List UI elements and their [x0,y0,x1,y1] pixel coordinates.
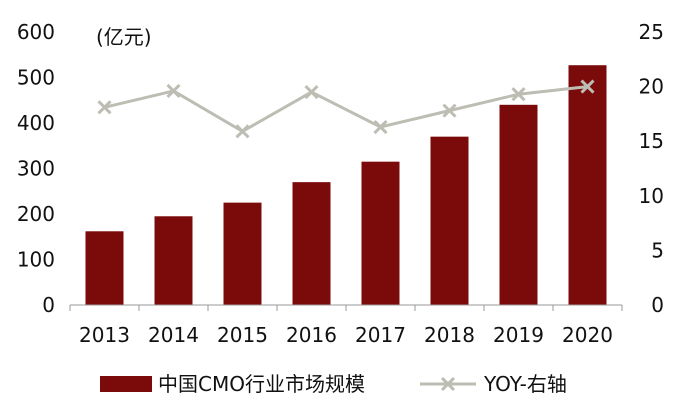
right-axis-ticks: 0 5 10 15 20 25 [639,20,664,317]
right-tick-label: 0 [651,293,664,317]
yoy-marker-stroke [304,84,319,100]
yoy-line [104,85,588,133]
right-tick-label: 15 [639,129,664,153]
yoy-point [166,83,181,99]
legend-line-marker [440,376,456,392]
left-axis-ticks: 0 100 200 300 400 500 600 [17,20,55,317]
yoy-point [511,87,526,102]
x-tick-label: 2014 [148,323,199,347]
x-axis-ticks: 2013 2014 2015 2016 2017 2018 2019 2020 [69,305,623,347]
right-tick-label: 10 [639,184,664,208]
bar [361,161,400,305]
x-tick-label: 2015 [217,323,268,347]
right-tick-label: 20 [639,75,664,99]
left-tick-label: 300 [17,157,55,181]
line-series [97,79,595,139]
yoy-point [580,79,595,94]
bar [292,182,331,305]
yoy-marker-stroke [442,103,457,118]
bar [85,231,124,305]
left-tick-label: 200 [17,202,55,226]
yoy-marker-stroke [235,124,250,139]
legend-marker-stroke [440,376,456,392]
unit-label: (亿元) [96,25,152,49]
right-tick-label: 5 [651,238,664,262]
x-tick-label: 2018 [424,323,475,347]
x-tick-label: 2013 [79,323,130,347]
yoy-point [304,84,319,100]
bar [430,136,469,305]
left-tick-label: 500 [17,66,55,90]
x-tick-label: 2020 [562,323,613,347]
yoy-marker-stroke [511,87,526,102]
left-tick-label: 600 [17,20,55,44]
yoy-point [235,124,250,139]
yoy-point [373,119,388,135]
left-tick-label: 400 [17,111,55,135]
bar [499,104,538,305]
x-tick-label: 2019 [493,323,544,347]
legend-bar-swatch [100,376,152,392]
yoy-point [97,100,112,115]
bar [568,65,607,305]
right-tick-label: 25 [639,20,664,44]
yoy-marker-stroke [373,119,388,135]
legend-line-label: YOY-右轴 [483,372,567,396]
bar-series [85,65,607,305]
bar [154,216,193,305]
x-tick-label: 2017 [355,323,406,347]
yoy-point [442,103,457,118]
x-tick-label: 2016 [286,323,337,347]
left-tick-label: 100 [17,248,55,272]
yoy-marker-stroke [166,83,181,99]
legend: 中国CMO行业市场规模 YOY-右轴 [100,372,567,396]
bar [223,202,262,305]
yoy-marker-stroke [97,100,112,115]
yoy-marker-stroke [580,79,595,94]
legend-bar-label: 中国CMO行业市场规模 [158,372,365,396]
left-tick-label: 0 [42,293,55,317]
